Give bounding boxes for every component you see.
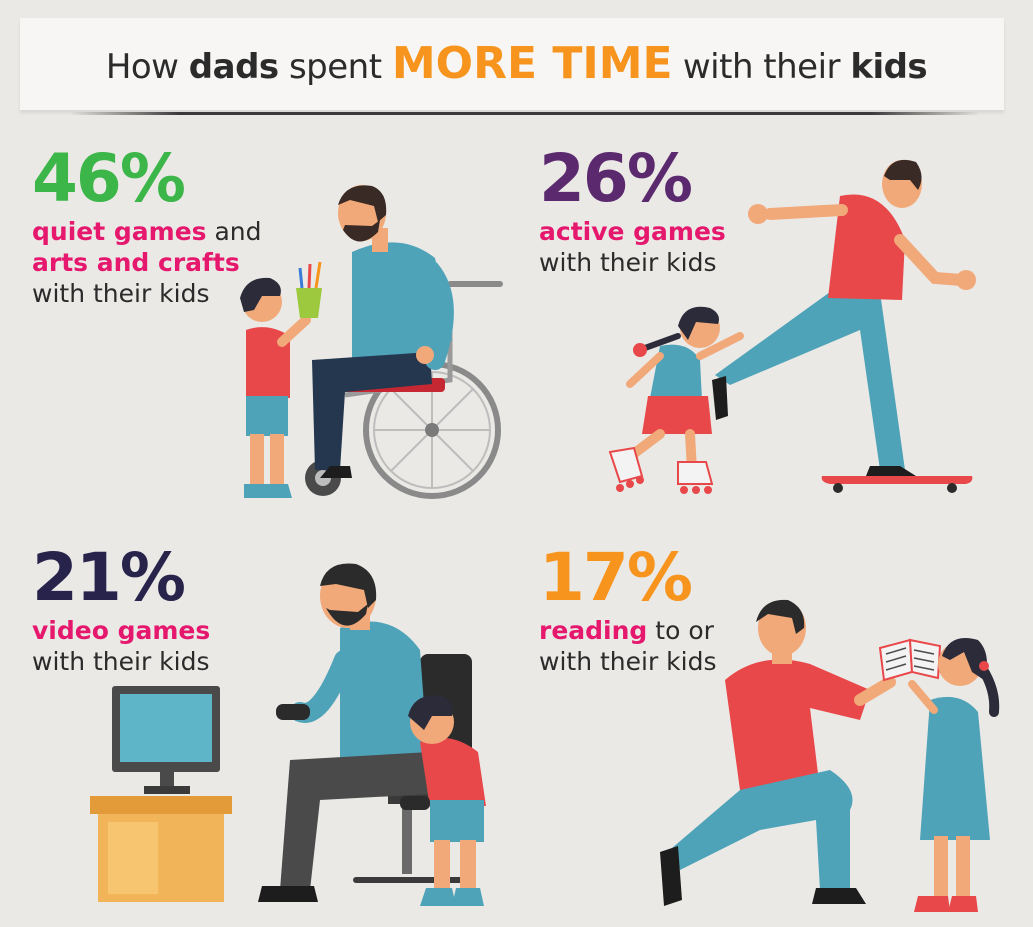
- title-text-how: How: [105, 47, 189, 87]
- title-banner: [20, 18, 1004, 110]
- stat-percent: 21%: [32, 539, 186, 616]
- title-text-kids: kids: [850, 47, 928, 87]
- page-title: How dads spent MORE TIME with their kids: [0, 38, 1033, 89]
- stat-percent: 17%: [539, 539, 693, 616]
- stat-active-games: 26% active games with their kids: [539, 146, 726, 278]
- stat-text: and: [206, 217, 262, 246]
- stat-highlight: arts and crafts: [32, 248, 240, 277]
- stat-quiet-games: 46% quiet games and arts and crafts with…: [32, 146, 262, 309]
- stat-line: quiet games and: [32, 216, 262, 247]
- title-text-more-time: MORE TIME: [391, 38, 673, 89]
- title-text-with-their: with their: [672, 47, 851, 87]
- stat-percent: 46%: [32, 140, 186, 217]
- stat-highlight: quiet games: [32, 217, 207, 246]
- title-text-dads: dads: [188, 47, 279, 87]
- stat-text: with their kids: [32, 647, 210, 676]
- title-text-spent: spent: [278, 47, 392, 87]
- stat-reading: 17% reading to or with their kids: [539, 545, 717, 677]
- stat-text: with their kids: [539, 647, 717, 676]
- stat-text: with their kids: [539, 248, 717, 277]
- title-divider: [70, 112, 980, 115]
- stat-highlight: reading: [539, 616, 648, 645]
- stat-highlight: video games: [32, 616, 211, 645]
- stat-highlight: active games: [539, 217, 726, 246]
- stat-video-games: 21% video games with their kids: [32, 545, 210, 677]
- stat-line: reading to or: [539, 615, 717, 646]
- stat-text: with their kids: [32, 279, 210, 308]
- stat-text: to or: [647, 616, 714, 645]
- stat-percent: 26%: [539, 140, 693, 217]
